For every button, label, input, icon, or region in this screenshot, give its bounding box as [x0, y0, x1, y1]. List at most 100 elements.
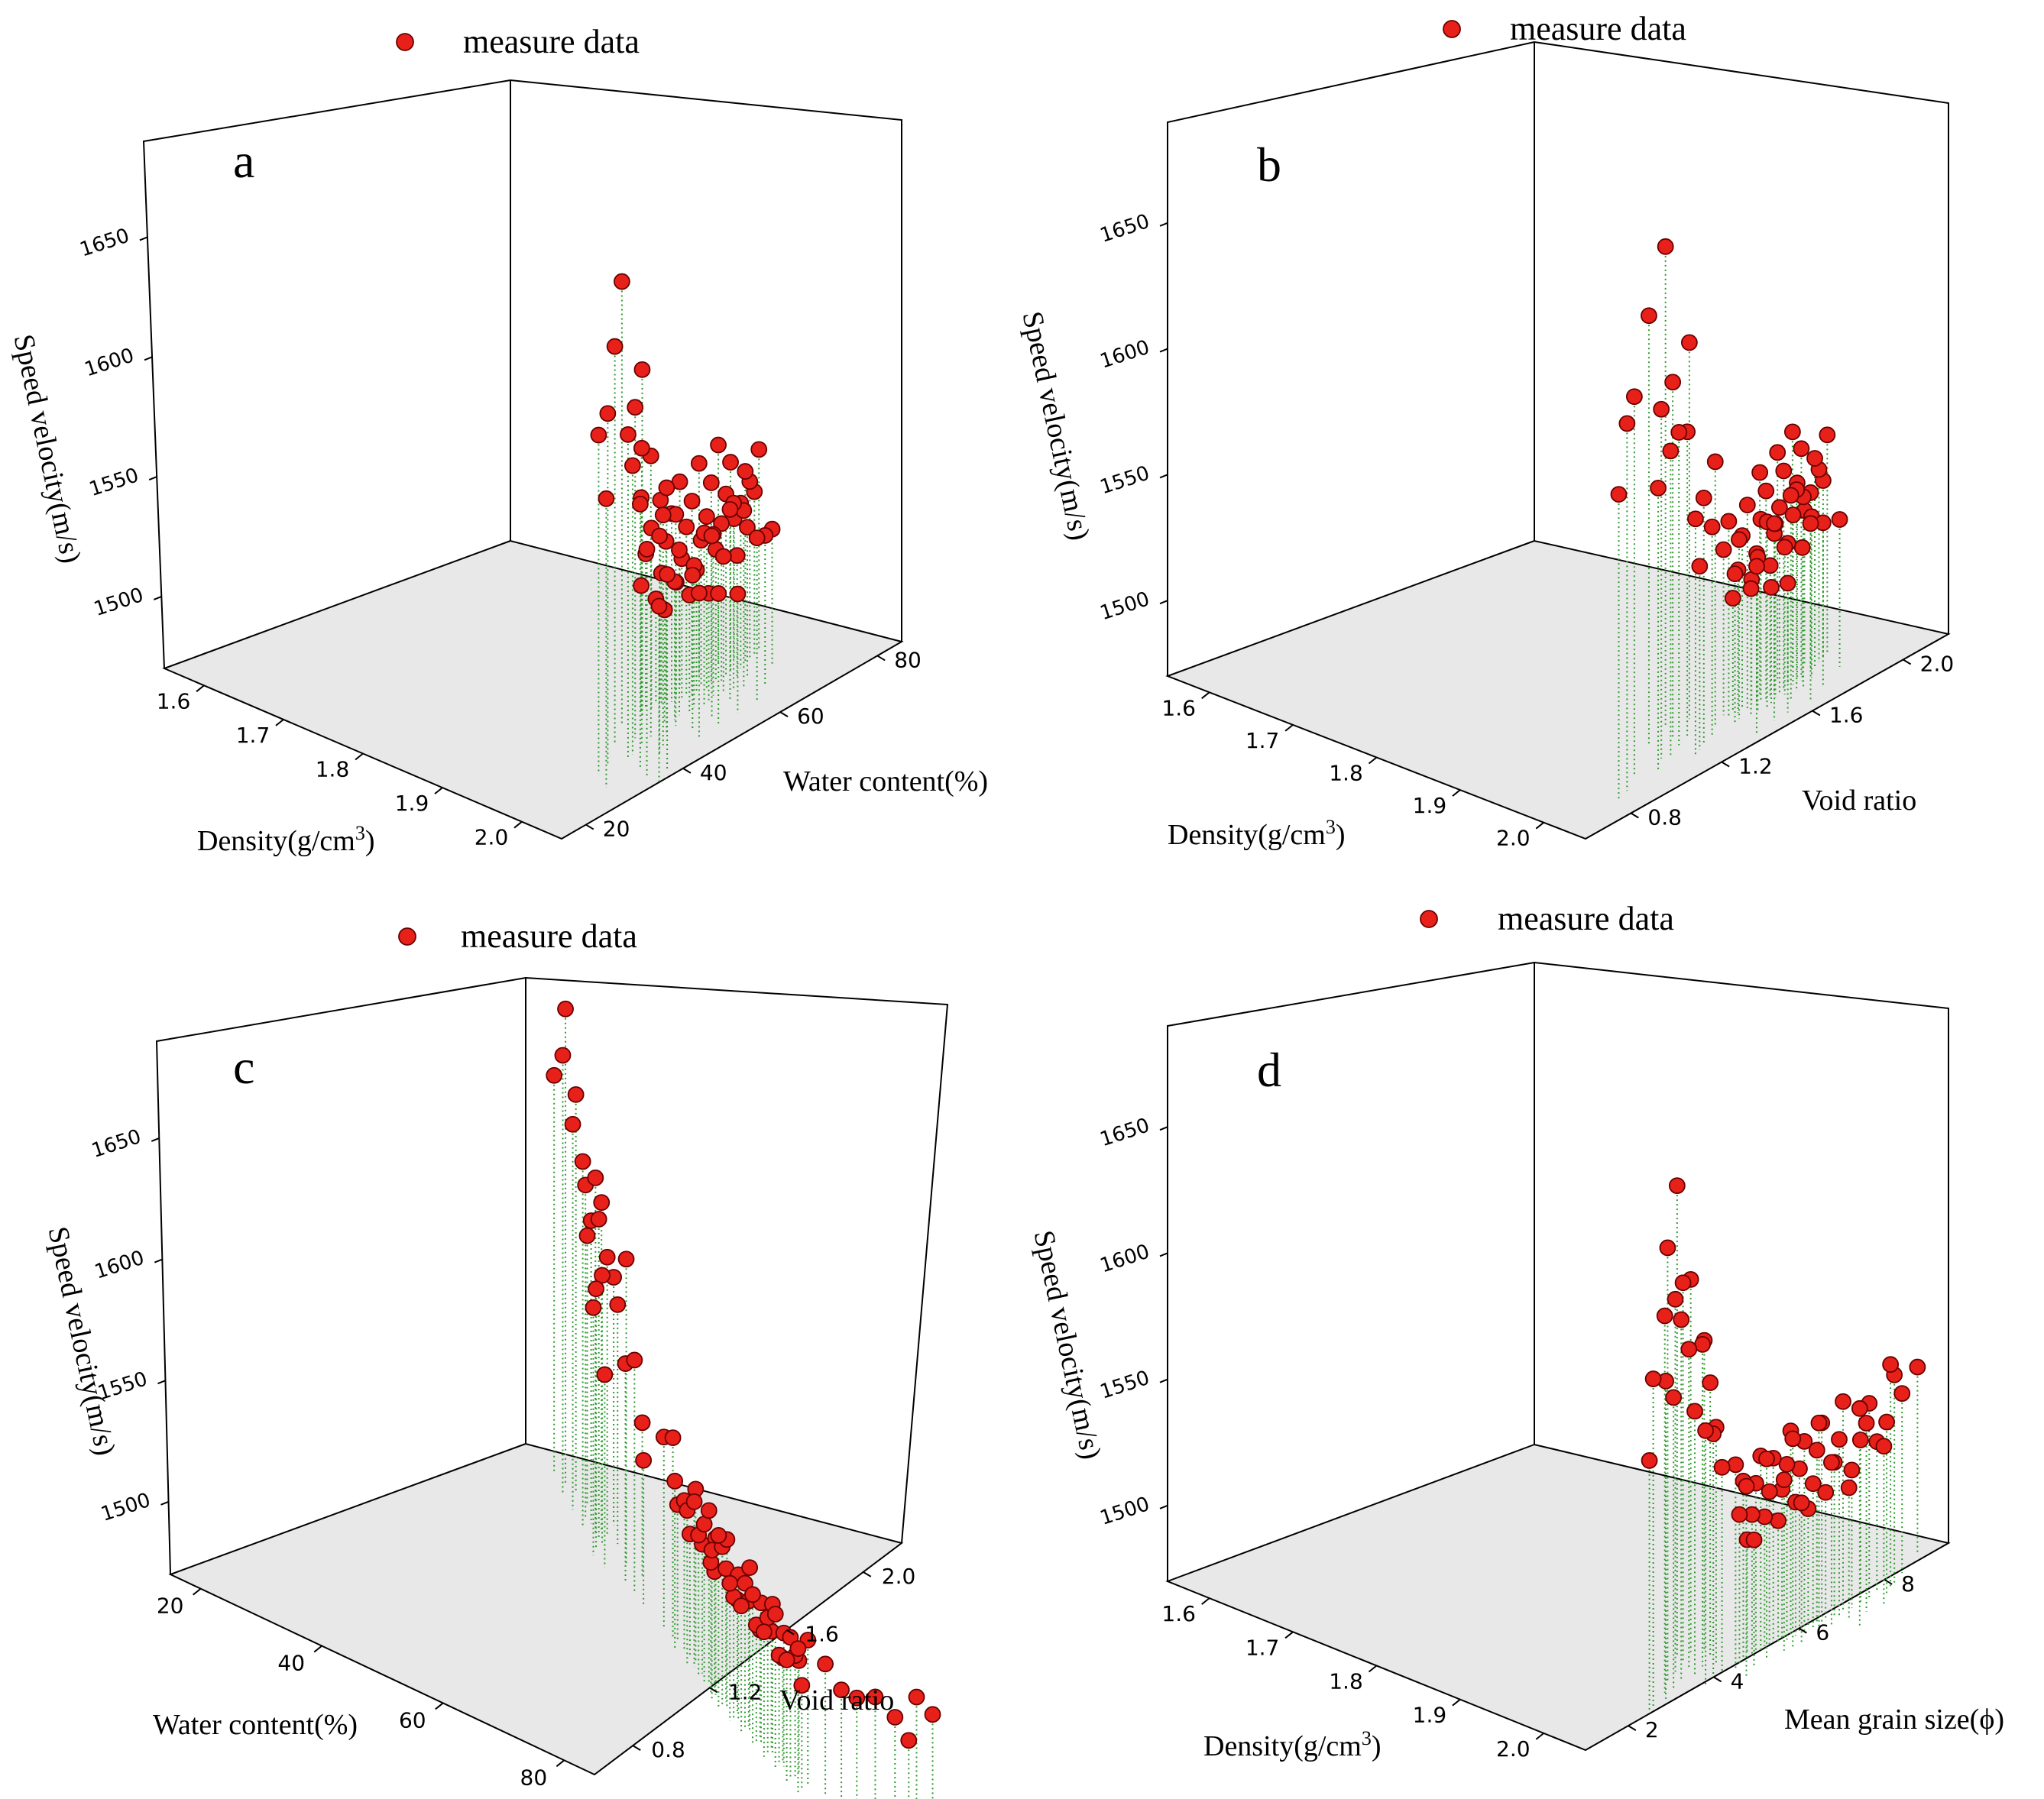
data-point: [714, 548, 732, 565]
data-point: [728, 547, 746, 565]
z-tick-label: 1650: [89, 1125, 144, 1163]
x-tick-mark: [1535, 1733, 1544, 1740]
data-point: [793, 1677, 811, 1694]
legend-marker: [396, 33, 414, 51]
data-point: [587, 1169, 604, 1186]
x-tick-mark: [1201, 1597, 1210, 1605]
data-point: [606, 338, 624, 355]
x-axis-label-tail: ): [1336, 819, 1346, 851]
z-axis-label: Speed velocity(m/s): [7, 332, 86, 566]
z-tick-mark: [151, 1137, 160, 1142]
x-tick-mark: [193, 1587, 202, 1596]
x-axis-label-sup: 3: [1326, 816, 1336, 838]
data-point: [617, 1251, 635, 1268]
y-axis-label: Void ratio: [779, 1684, 894, 1716]
data-point: [1817, 1484, 1835, 1501]
data-point: [848, 1689, 866, 1707]
data-point: [1727, 1456, 1744, 1474]
x-tick-label: 1.6: [157, 688, 191, 713]
x-tick-mark: [1201, 691, 1210, 700]
data-point: [1793, 440, 1810, 458]
x-axis-label-tail: ): [365, 825, 375, 857]
data-point: [1819, 426, 1836, 444]
y-tick-mark: [1884, 1578, 1893, 1585]
data-point: [1851, 1432, 1869, 1448]
z-tick-label: 1550: [1097, 461, 1152, 499]
floor-plane: [168, 1442, 904, 1776]
panel-label: d: [1257, 1043, 1281, 1097]
data-point: [632, 496, 649, 513]
x-axis-label-main: Density(g/cm: [197, 825, 355, 857]
z-tick-mark: [157, 1380, 166, 1385]
data-point: [721, 1574, 739, 1592]
y-tick-mark: [1903, 658, 1912, 665]
data-point: [924, 1706, 941, 1723]
z-tick-label: 1500: [91, 584, 146, 621]
data-point: [554, 1047, 572, 1064]
data-point: [1804, 1475, 1822, 1493]
x-axis-label-tail: ): [1372, 1730, 1382, 1762]
data-point: [778, 1652, 795, 1668]
y-axis-label: Void ratio: [1802, 785, 1916, 817]
data-point: [1761, 1483, 1778, 1500]
data-point: [1831, 511, 1848, 528]
x-tick-mark: [1452, 789, 1461, 797]
z-tick-mark: [1159, 1252, 1168, 1257]
x-axis-label-main: Density(g/cm: [1168, 819, 1326, 851]
data-point: [1810, 1414, 1828, 1432]
data-point: [678, 518, 695, 535]
x-tick-label: 1.7: [1246, 728, 1280, 753]
y-tick-label: 1.6: [1829, 703, 1864, 728]
x-axis-label-sup: 3: [1362, 1727, 1372, 1749]
data-point: [633, 361, 651, 378]
data-point: [1724, 590, 1741, 607]
y-tick-label: 6: [1816, 1620, 1829, 1645]
data-point: [690, 455, 708, 472]
data-point: [1680, 1341, 1698, 1358]
z-tick-label: 1600: [1097, 1241, 1152, 1278]
data-point: [590, 426, 607, 444]
data-point: [748, 529, 766, 547]
x-axis-label-sup: 3: [355, 822, 365, 844]
x-tick-mark: [1368, 756, 1378, 765]
y-tick-label: 0.8: [1647, 805, 1682, 830]
data-point: [691, 584, 708, 602]
data-point: [1664, 374, 1682, 391]
x-tick-label: 1.6: [1161, 695, 1196, 720]
z-tick-mark: [1159, 474, 1168, 479]
data-point: [1893, 1385, 1911, 1403]
data-point: [1742, 580, 1760, 597]
data-point: [721, 500, 739, 518]
x-tick-label: 1.7: [1246, 1635, 1280, 1660]
data-point: [900, 1732, 918, 1749]
data-point: [564, 1115, 581, 1133]
data-point: [886, 1709, 904, 1726]
data-point: [1686, 1403, 1703, 1420]
data-points: [1610, 238, 1848, 607]
y-tick-mark: [1721, 761, 1730, 768]
data-point: [651, 527, 669, 545]
y-tick-label: 1.6: [805, 1622, 839, 1647]
data-point: [1657, 238, 1674, 255]
y-tick-label: 4: [1731, 1668, 1744, 1694]
data-point: [1644, 1370, 1662, 1387]
legend-marker: [398, 927, 416, 946]
x-tick-label: 1.8: [1329, 1669, 1363, 1694]
data-point: [867, 1688, 884, 1706]
z-tick-mark: [144, 356, 153, 361]
data-point: [1659, 1239, 1676, 1257]
x-tick-label: 2.0: [1496, 826, 1531, 851]
z-tick-mark: [1159, 348, 1168, 353]
drop-lines: [1648, 1186, 1919, 1713]
z-tick-mark: [153, 595, 162, 600]
data-point: [635, 1451, 653, 1469]
x-axis-label: Density(g/cm3): [1168, 816, 1346, 851]
data-point: [1726, 565, 1744, 583]
x-tick-mark: [556, 1759, 565, 1768]
data-point: [1835, 1393, 1851, 1410]
data-point: [1665, 1389, 1683, 1406]
y-tick-label: 60: [797, 704, 824, 729]
data-point: [1695, 489, 1712, 506]
z-tick-mark: [1159, 600, 1168, 605]
y-tick-mark: [1628, 1725, 1637, 1731]
